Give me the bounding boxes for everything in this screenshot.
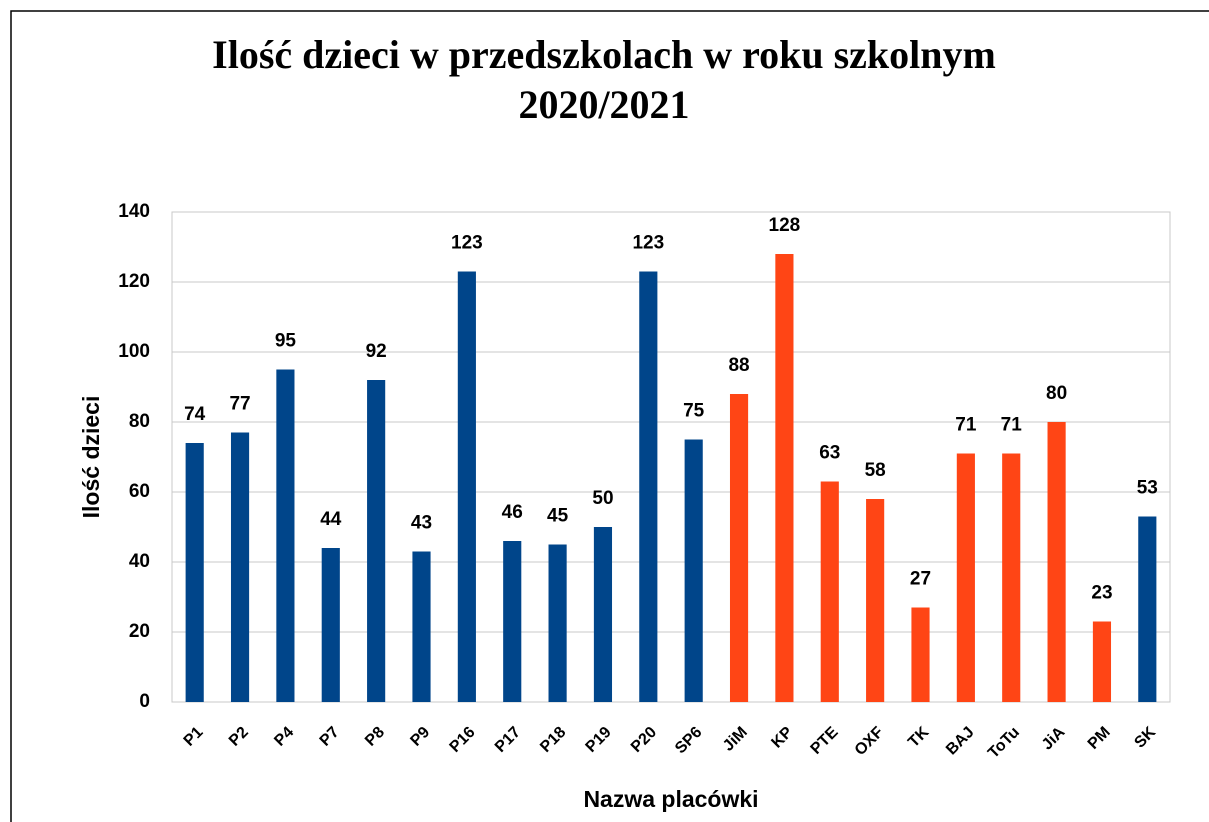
x-tick-label: P19 bbox=[583, 724, 615, 756]
bar bbox=[412, 551, 431, 702]
data-label: 88 bbox=[728, 355, 749, 376]
data-label: 44 bbox=[320, 509, 342, 530]
y-tick-label: 60 bbox=[129, 481, 150, 502]
x-tick-label: P9 bbox=[407, 724, 433, 750]
y-tick-label: 80 bbox=[129, 411, 150, 432]
y-tick-label: 0 bbox=[139, 691, 150, 712]
bar bbox=[684, 439, 703, 702]
bar bbox=[956, 453, 975, 702]
bar bbox=[230, 432, 250, 702]
bar bbox=[911, 607, 930, 702]
data-label: 53 bbox=[1137, 478, 1158, 499]
x-tick-label: JiM bbox=[720, 724, 751, 755]
bar bbox=[639, 271, 658, 702]
chart-title: Ilość dzieci w przedszkolach w roku szko… bbox=[212, 32, 996, 127]
x-tick-label: BAJ bbox=[943, 724, 978, 759]
data-label: 50 bbox=[592, 488, 613, 509]
data-label: 123 bbox=[451, 233, 483, 254]
x-tick-label: P16 bbox=[447, 724, 479, 756]
data-label: 43 bbox=[411, 513, 432, 534]
data-label: 63 bbox=[819, 443, 840, 464]
x-tick-label: PM bbox=[1085, 724, 1114, 753]
x-tick-label: ToTu bbox=[985, 724, 1023, 762]
bar bbox=[457, 271, 476, 702]
chart-border bbox=[10, 10, 1209, 822]
x-tick-label: KP bbox=[768, 724, 796, 752]
bar bbox=[185, 443, 204, 702]
data-label: 27 bbox=[910, 569, 931, 590]
bar bbox=[820, 481, 839, 702]
data-label: 23 bbox=[1091, 583, 1112, 604]
x-tick-label: P1 bbox=[181, 724, 207, 750]
data-label: 45 bbox=[547, 506, 569, 527]
bar bbox=[321, 548, 340, 702]
x-tick-label: SK bbox=[1131, 723, 1159, 751]
y-tick-label: 100 bbox=[118, 341, 150, 362]
data-label: 77 bbox=[229, 394, 250, 415]
bar bbox=[503, 541, 522, 702]
data-label: 128 bbox=[769, 215, 801, 236]
data-label: 71 bbox=[955, 415, 977, 436]
bar bbox=[1138, 516, 1157, 702]
x-axis-label: Nazwa placówki bbox=[583, 786, 758, 812]
y-tick-label: 20 bbox=[129, 621, 150, 642]
x-tick-label: P20 bbox=[628, 724, 660, 756]
x-tick-label: P18 bbox=[537, 724, 569, 756]
x-tick-label: PTE bbox=[808, 724, 842, 758]
data-label: 58 bbox=[865, 460, 886, 481]
y-tick-label: 140 bbox=[118, 201, 150, 222]
bar bbox=[276, 369, 295, 702]
bar bbox=[548, 544, 567, 702]
data-label: 80 bbox=[1046, 383, 1067, 404]
y-tick-label: 120 bbox=[118, 271, 150, 292]
x-tick-label: SP6 bbox=[672, 724, 705, 757]
data-label: 95 bbox=[275, 331, 297, 352]
bar bbox=[775, 254, 794, 702]
data-label: 75 bbox=[683, 401, 705, 422]
x-tick-label: OXF bbox=[852, 724, 887, 759]
x-tick-label: P2 bbox=[226, 724, 252, 750]
data-label: 123 bbox=[632, 233, 664, 254]
data-label: 92 bbox=[366, 341, 387, 362]
data-label: 46 bbox=[502, 502, 523, 523]
bar bbox=[1002, 453, 1021, 702]
bar bbox=[1092, 621, 1112, 702]
x-tick-label: P4 bbox=[271, 724, 297, 750]
x-tick-label: P17 bbox=[492, 724, 524, 756]
bar bbox=[1047, 422, 1066, 702]
bar bbox=[593, 527, 613, 702]
data-label: 71 bbox=[1001, 415, 1023, 436]
y-tick-label: 40 bbox=[129, 551, 150, 572]
bar bbox=[367, 380, 386, 702]
x-tick-label: P8 bbox=[362, 724, 388, 750]
x-tick-label: P7 bbox=[317, 724, 343, 750]
bar bbox=[729, 394, 749, 702]
x-tick-label: TK bbox=[905, 723, 932, 750]
y-axis-label: Ilość dzieci bbox=[78, 396, 104, 519]
bar bbox=[866, 499, 885, 702]
x-tick-label: JiA bbox=[1039, 723, 1069, 753]
data-label: 74 bbox=[184, 404, 206, 425]
